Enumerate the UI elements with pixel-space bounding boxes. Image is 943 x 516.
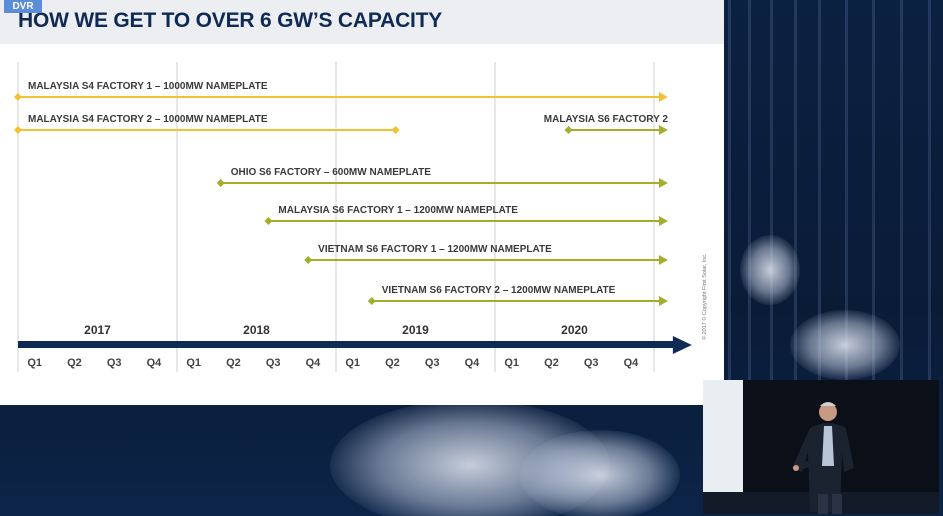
quarter-label: Q4 bbox=[306, 357, 322, 369]
year-label: 2019 bbox=[402, 323, 429, 337]
start-diamond-marker bbox=[304, 256, 313, 264]
presenter-figure bbox=[792, 402, 854, 514]
year-label: 2018 bbox=[243, 323, 270, 337]
continuing-arrowhead bbox=[658, 255, 668, 265]
quarter-label: Q1 bbox=[27, 357, 42, 369]
quarter-label: Q3 bbox=[584, 357, 599, 369]
factory-label: MALAYSIA S6 FACTORY 2 bbox=[544, 114, 669, 125]
quarter-label: Q1 bbox=[345, 357, 360, 369]
factory-label: MALAYSIA S6 FACTORY 1 – 1200MW NAMEPLATE bbox=[278, 205, 518, 216]
start-diamond-marker bbox=[14, 126, 22, 134]
quarter-label: Q2 bbox=[385, 357, 400, 369]
continuing-arrowhead bbox=[658, 296, 668, 306]
factory-label: VIETNAM S6 FACTORY 2 – 1200MW NAMEPLATE bbox=[382, 285, 616, 296]
stage-light-beam bbox=[845, 0, 848, 380]
stage-light-beam bbox=[748, 0, 751, 380]
factory-label: OHIO S6 FACTORY – 600MW NAMEPLATE bbox=[231, 167, 432, 178]
quarter-label: Q2 bbox=[67, 357, 82, 369]
year-label: 2017 bbox=[84, 323, 111, 337]
stage-light-beam bbox=[928, 0, 931, 380]
stage-light-beam bbox=[872, 0, 875, 380]
quarter-label: Q2 bbox=[226, 357, 241, 369]
cloud-backdrop bbox=[790, 310, 900, 380]
stage-light-beam bbox=[818, 0, 821, 380]
cloud-backdrop bbox=[740, 235, 800, 305]
factory-label: VIETNAM S6 FACTORY 1 – 1200MW NAMEPLATE bbox=[318, 244, 552, 255]
quarter-label: Q4 bbox=[147, 357, 163, 369]
copyright-notice: © 2017 © Copyright First Solar, Inc. bbox=[702, 253, 708, 340]
start-diamond-marker bbox=[564, 126, 573, 134]
slide-title-bar: HOW WE GET TO OVER 6 GW’S CAPACITY bbox=[0, 0, 724, 44]
quarter-label: Q4 bbox=[624, 357, 640, 369]
quarter-label: Q4 bbox=[465, 357, 481, 369]
year-label: 2020 bbox=[561, 323, 588, 337]
quarter-label: Q3 bbox=[425, 357, 440, 369]
stage-light-beam bbox=[794, 0, 797, 380]
quarter-label: Q3 bbox=[107, 357, 122, 369]
continuing-arrowhead bbox=[658, 92, 668, 102]
factory-label: MALAYSIA S4 FACTORY 1 – 1000MW NAMEPLATE bbox=[28, 81, 268, 92]
start-diamond-marker bbox=[216, 179, 225, 187]
start-diamond-marker bbox=[264, 217, 273, 225]
continuing-arrowhead bbox=[658, 178, 668, 188]
stage-screen bbox=[703, 380, 743, 505]
timeline-axis-arrowhead bbox=[672, 336, 692, 354]
continuing-arrowhead bbox=[658, 125, 668, 135]
dvr-badge[interactable]: DVR bbox=[4, 0, 42, 13]
presentation-slide: HOW WE GET TO OVER 6 GW’S CAPACITY 2017 2… bbox=[0, 0, 724, 372]
stage-light-beam bbox=[728, 0, 731, 380]
stage-light-beam bbox=[900, 0, 903, 380]
cloud-backdrop bbox=[520, 430, 680, 516]
capacity-timeline: 2017 2018 2019 2020 Q1 Q2 Q3 Q4 Q1 Q2 Q3 Q4 Q1 Q2 Q3 Q4… bbox=[14, 62, 692, 372]
quarter-label: Q1 bbox=[504, 357, 519, 369]
timeline-axis bbox=[18, 341, 674, 348]
end-diamond-marker bbox=[391, 126, 400, 134]
quarter-label: Q3 bbox=[266, 357, 281, 369]
quarter-label: Q1 bbox=[186, 357, 201, 369]
slide-title: HOW WE GET TO OVER 6 GW’S CAPACITY bbox=[18, 9, 443, 32]
start-diamond-marker bbox=[367, 297, 376, 305]
continuing-arrowhead bbox=[658, 216, 668, 226]
stage-light-beam bbox=[770, 0, 773, 380]
start-diamond-marker bbox=[14, 93, 22, 101]
quarter-label: Q2 bbox=[544, 357, 559, 369]
factory-label: MALAYSIA S4 FACTORY 2 – 1000MW NAMEPLATE bbox=[28, 114, 268, 125]
